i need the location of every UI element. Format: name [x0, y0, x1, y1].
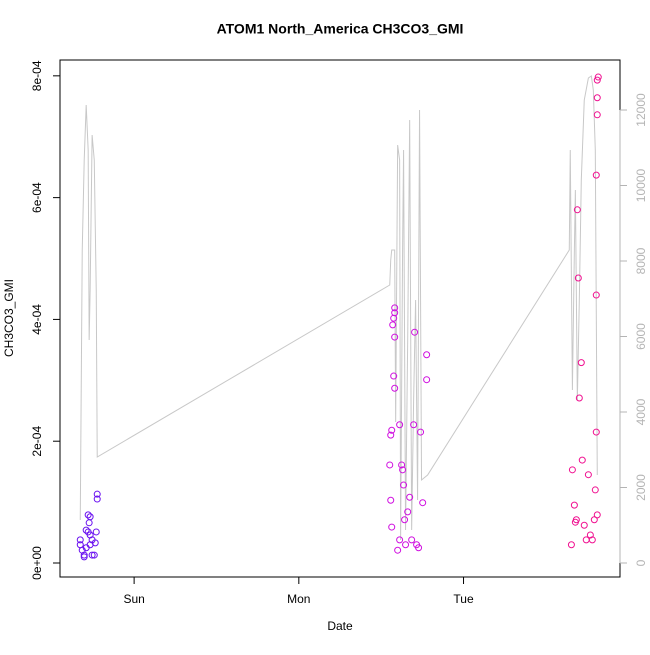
y2-tick-label: 6000: [634, 323, 648, 350]
y-tick-label: 6e-04: [30, 182, 44, 213]
point: [386, 461, 394, 469]
point: [404, 508, 412, 516]
point: [591, 486, 599, 494]
point: [593, 511, 601, 519]
chart-title: ATOM1 North_America CH3CO3_GMI: [217, 21, 464, 37]
point: [396, 536, 404, 544]
x-tick-label: Sun: [123, 592, 144, 606]
point: [593, 111, 601, 119]
point: [387, 431, 395, 439]
y2-tick-label: 4000: [634, 398, 648, 425]
x-tick-label: Tue: [453, 592, 474, 606]
point: [593, 94, 601, 102]
point: [398, 461, 406, 469]
y-tick-label: 4e-04: [30, 304, 44, 335]
point: [394, 546, 402, 554]
point: [574, 274, 582, 282]
point: [578, 456, 586, 464]
point: [567, 541, 575, 549]
point: [593, 76, 601, 84]
x-axis-label: Date: [327, 619, 353, 633]
point: [88, 551, 96, 559]
point: [400, 481, 408, 489]
y2-tick-label: 2000: [634, 474, 648, 501]
point: [419, 499, 427, 507]
point: [93, 495, 101, 503]
y2-tick-label: 10000: [634, 169, 648, 203]
point: [391, 333, 399, 341]
point: [408, 536, 416, 544]
point: [415, 544, 423, 552]
point: [80, 553, 88, 561]
y2-tick-label: 12000: [634, 93, 648, 127]
point: [80, 551, 88, 559]
point: [423, 376, 431, 384]
point: [571, 518, 579, 526]
point: [85, 519, 93, 527]
point: [568, 466, 576, 474]
point: [76, 536, 84, 544]
point: [423, 351, 431, 359]
point: [590, 516, 598, 524]
point: [580, 521, 588, 529]
point: [391, 304, 399, 312]
point: [570, 501, 578, 509]
point: [396, 421, 404, 429]
point: [588, 536, 596, 544]
point: [390, 372, 398, 380]
point: [401, 516, 409, 524]
point: [93, 490, 101, 498]
point: [584, 471, 592, 479]
point: [417, 428, 425, 436]
y2-tick-label: 8000: [634, 247, 648, 274]
x-tick-label: Mon: [287, 592, 310, 606]
point: [592, 428, 600, 436]
point: [389, 321, 397, 329]
y-tick-label: 8e-04: [30, 60, 44, 91]
point: [82, 526, 90, 534]
y2-tick-label: 0: [634, 559, 648, 566]
point: [402, 541, 410, 549]
point: [577, 359, 585, 367]
point: [387, 496, 395, 504]
point: [592, 291, 600, 299]
point: [399, 466, 407, 474]
point: [573, 206, 581, 214]
y-tick-label: 2e-04: [30, 426, 44, 457]
y-axis-label: CH3CO3_GMI: [2, 279, 16, 357]
point: [411, 328, 419, 336]
point: [406, 493, 414, 501]
point: [90, 551, 98, 559]
point: [388, 523, 396, 531]
point: [410, 421, 418, 429]
point: [86, 541, 94, 549]
point: [92, 528, 100, 536]
point: [388, 426, 396, 434]
y-tick-label: 0e+00: [30, 546, 44, 580]
point: [594, 73, 602, 81]
point: [592, 171, 600, 179]
point: [390, 314, 398, 322]
point: [84, 511, 92, 519]
point: [391, 384, 399, 392]
line-series: [79, 75, 598, 541]
point: [575, 394, 583, 402]
